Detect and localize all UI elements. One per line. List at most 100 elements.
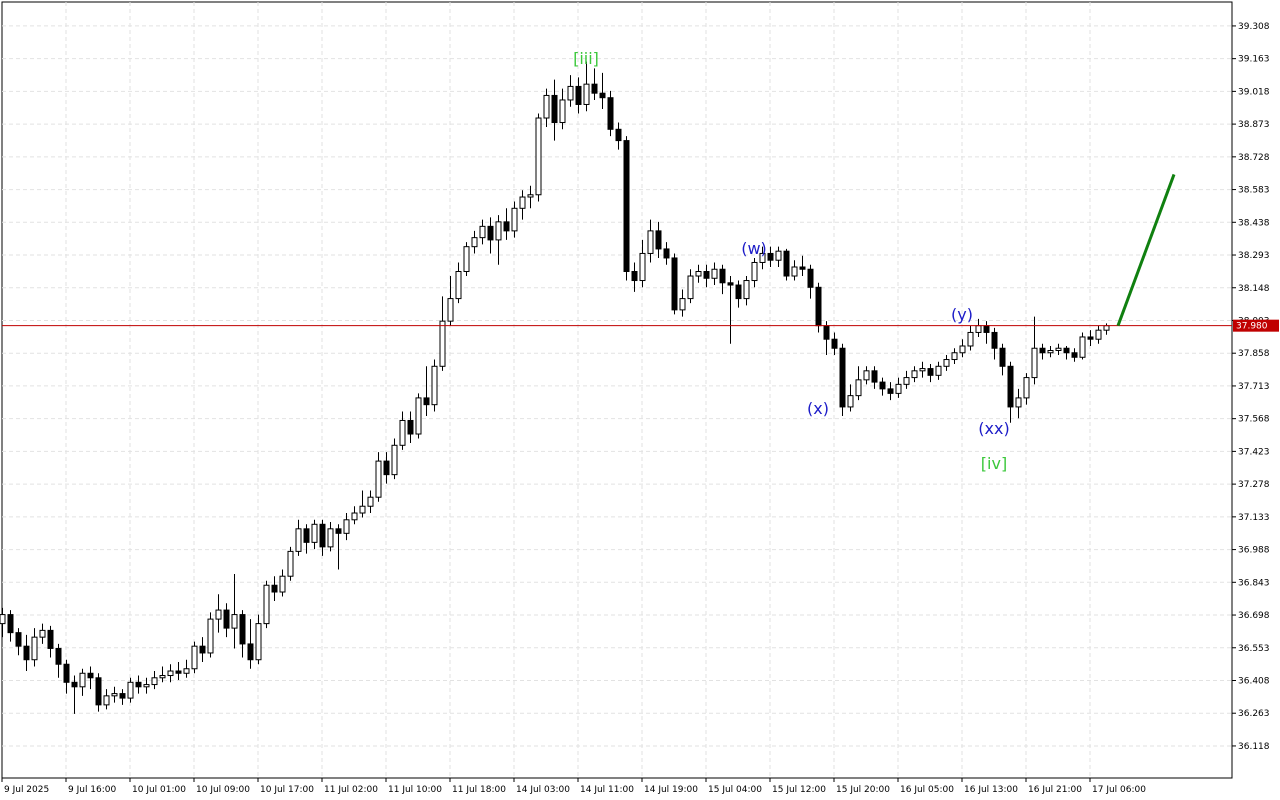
y-tick-label: 36.553 bbox=[1238, 644, 1270, 654]
x-tick-label: 9 Jul 2025 bbox=[4, 785, 49, 795]
y-tick-label: 38.438 bbox=[1238, 218, 1270, 228]
candle-body bbox=[1095, 329, 1102, 340]
candle-body bbox=[303, 528, 310, 543]
candle-body bbox=[711, 268, 718, 279]
candle-body bbox=[527, 194, 534, 198]
wave-label: [iii] bbox=[573, 49, 599, 68]
candle-body bbox=[839, 347, 846, 408]
y-tick-label: 36.408 bbox=[1238, 676, 1270, 686]
candle-body bbox=[895, 383, 902, 394]
candle-body bbox=[1047, 350, 1054, 354]
candle-body bbox=[447, 298, 454, 322]
candle-body bbox=[39, 629, 46, 638]
candle-body bbox=[671, 257, 678, 311]
wave-label: (xx) bbox=[978, 419, 1009, 438]
candle-body bbox=[807, 268, 814, 288]
candle-body bbox=[23, 645, 30, 661]
candle-body bbox=[503, 221, 510, 232]
candle-body bbox=[783, 250, 790, 277]
candle-body bbox=[687, 275, 694, 300]
candle-body bbox=[183, 668, 190, 674]
candle-body bbox=[967, 331, 974, 347]
y-tick-label: 39.018 bbox=[1238, 87, 1270, 97]
candle-body bbox=[367, 496, 374, 507]
candle-body bbox=[679, 298, 686, 311]
candle-body bbox=[511, 207, 518, 232]
x-tick-label: 11 Jul 10:00 bbox=[388, 785, 442, 795]
candle-body bbox=[287, 550, 294, 577]
y-tick-label: 37.133 bbox=[1238, 513, 1270, 523]
y-tick-label: 37.713 bbox=[1238, 382, 1270, 392]
candle-body bbox=[327, 528, 334, 548]
price-label: 37.980 bbox=[1236, 322, 1268, 332]
x-tick-label: 14 Jul 03:00 bbox=[516, 785, 570, 795]
candle-body bbox=[767, 252, 774, 261]
x-tick-label: 16 Jul 21:00 bbox=[1028, 785, 1082, 795]
candle-body bbox=[1079, 336, 1086, 358]
candle-body bbox=[831, 338, 838, 349]
candle-body bbox=[479, 225, 486, 239]
candle-body bbox=[535, 117, 542, 196]
candle-body bbox=[599, 92, 606, 99]
x-tick-label: 11 Jul 02:00 bbox=[324, 785, 378, 795]
candle-body bbox=[583, 83, 590, 105]
candle-body bbox=[911, 370, 918, 379]
forecast-line bbox=[1116, 173, 1176, 327]
candle-body bbox=[175, 670, 182, 674]
candle-body bbox=[15, 632, 22, 647]
candle-body bbox=[103, 695, 110, 706]
candle-body bbox=[247, 643, 254, 661]
candle-body bbox=[255, 623, 262, 661]
wave-label: (w) bbox=[741, 239, 767, 258]
candle-body bbox=[351, 512, 358, 521]
candle-body bbox=[927, 368, 934, 376]
candle-body bbox=[575, 85, 582, 105]
candle-body bbox=[727, 282, 734, 286]
candle-body bbox=[991, 331, 998, 349]
y-tick-label: 38.583 bbox=[1238, 186, 1270, 196]
candle-body bbox=[551, 94, 558, 124]
candle-body bbox=[263, 584, 270, 625]
candle-body bbox=[119, 693, 126, 699]
candle-body bbox=[487, 225, 494, 241]
y-tick-label: 38.148 bbox=[1238, 284, 1270, 294]
x-tick-label: 14 Jul 11:00 bbox=[580, 785, 634, 795]
candle-body bbox=[1087, 336, 1094, 340]
candle-body bbox=[207, 618, 214, 654]
y-tick-label: 38.873 bbox=[1238, 120, 1270, 130]
y-tick-label: 36.263 bbox=[1238, 709, 1270, 719]
candle-body bbox=[495, 221, 502, 241]
candle-body bbox=[983, 325, 990, 333]
candle-body bbox=[863, 370, 870, 381]
x-tick-label: 14 Jul 19:00 bbox=[644, 785, 698, 795]
candle-body bbox=[871, 370, 878, 383]
y-tick-label: 37.423 bbox=[1238, 447, 1270, 457]
candle-body bbox=[391, 444, 398, 476]
candle-body bbox=[167, 670, 174, 677]
x-tick-label: 10 Jul 17:00 bbox=[260, 785, 314, 795]
candle-body bbox=[647, 230, 654, 254]
candle-body bbox=[87, 672, 94, 679]
candle-body bbox=[223, 609, 230, 629]
candle-body bbox=[31, 636, 38, 661]
candle-body bbox=[639, 252, 646, 282]
candle-body bbox=[63, 663, 70, 683]
candle-body bbox=[919, 368, 926, 372]
candle-body bbox=[1031, 347, 1038, 379]
x-tick-label: 16 Jul 13:00 bbox=[964, 785, 1018, 795]
x-tick-label: 10 Jul 01:00 bbox=[132, 785, 186, 795]
y-tick-label: 37.568 bbox=[1238, 415, 1270, 425]
candle-body bbox=[319, 523, 326, 548]
candle-body bbox=[415, 397, 422, 435]
candle-body bbox=[95, 677, 102, 706]
candle-body bbox=[975, 325, 982, 333]
candle-body bbox=[311, 523, 318, 543]
x-tick-label: 17 Jul 06:00 bbox=[1092, 785, 1146, 795]
candle-body bbox=[855, 379, 862, 397]
x-tick-label: 11 Jul 18:00 bbox=[452, 785, 506, 795]
candle-body bbox=[199, 645, 206, 654]
candle-body bbox=[159, 675, 166, 679]
wave-label: [iv] bbox=[981, 454, 1007, 473]
candle-body bbox=[519, 196, 526, 209]
candle-body bbox=[375, 460, 382, 498]
